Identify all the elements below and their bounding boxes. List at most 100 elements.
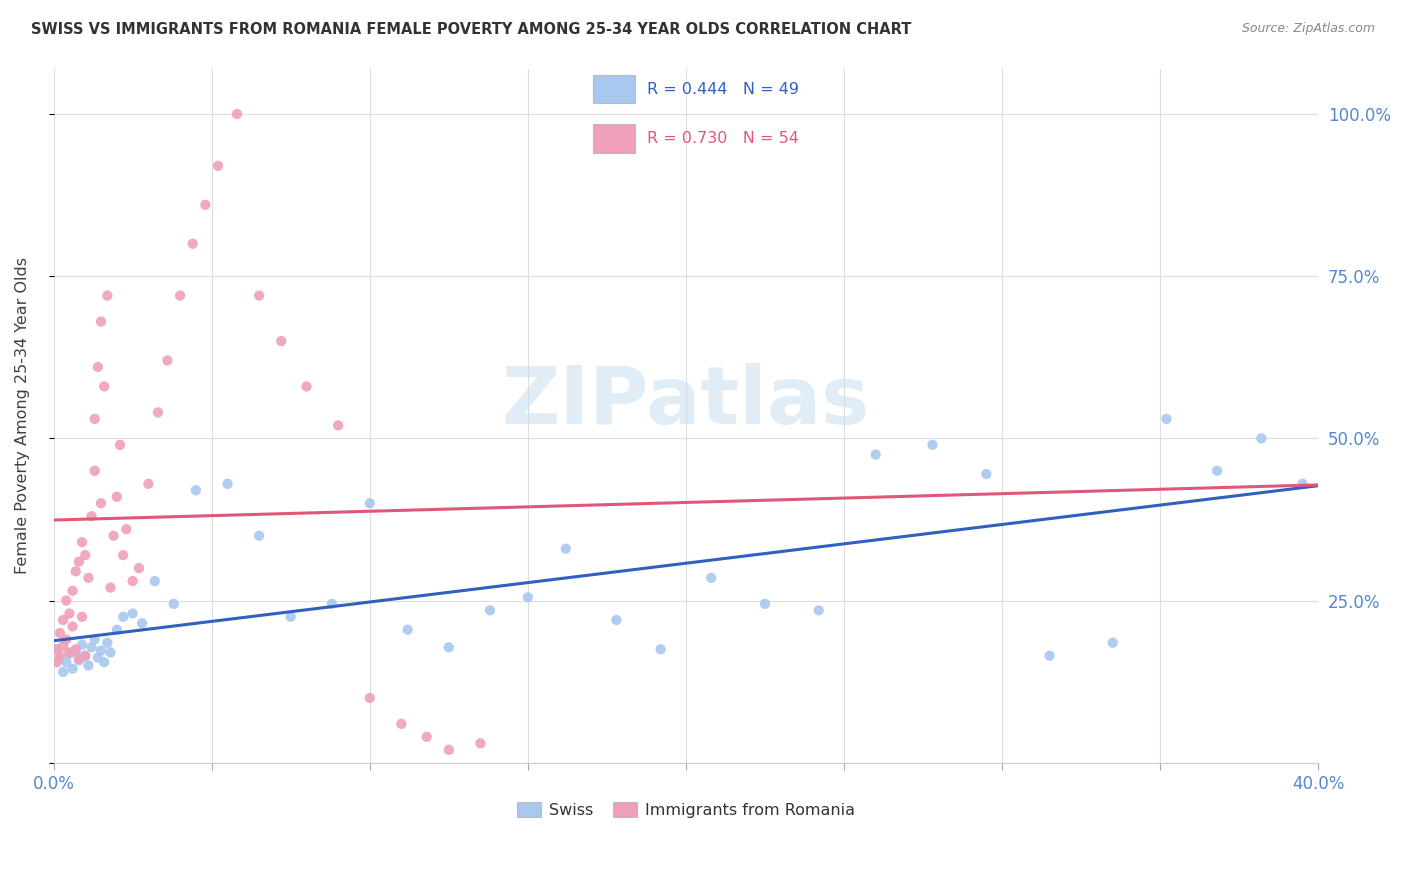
Bar [592, 75, 636, 103]
Point [96, 288, 118, 302]
Point [217, 476, 239, 491]
Point [67, 652, 90, 666]
Point [184, 483, 207, 498]
Point [516, 591, 538, 605]
Point [105, 490, 128, 504]
Point [478, 603, 501, 617]
Point [52, 613, 75, 627]
Point [112, 609, 135, 624]
Bar [592, 124, 636, 153]
Point [194, 198, 217, 212]
Y-axis label: Female Poverty Among 25-34 Year Olds: Female Poverty Among 25-34 Year Olds [15, 257, 30, 574]
Point [93, 379, 115, 393]
Point [100, 581, 122, 595]
Point [52, 665, 75, 679]
Point [75, 648, 97, 663]
Point [83, 464, 105, 478]
Point [80, 640, 103, 655]
Point [70, 609, 93, 624]
Point [83, 412, 105, 426]
Point [138, 476, 160, 491]
Point [1291, 476, 1313, 491]
Text: Source: ZipAtlas.com: Source: ZipAtlas.com [1241, 22, 1375, 36]
Point [554, 541, 576, 556]
Point [80, 509, 103, 524]
Point [45, 642, 67, 657]
Point [650, 642, 672, 657]
Point [247, 288, 270, 302]
Point [62, 662, 84, 676]
Point [65, 565, 87, 579]
Text: R = 0.444   N = 49: R = 0.444 N = 49 [647, 81, 799, 96]
Point [1206, 464, 1229, 478]
Point [207, 159, 229, 173]
Point [321, 597, 343, 611]
Point [75, 648, 97, 663]
Point [70, 638, 93, 652]
Point [103, 529, 125, 543]
Text: SWISS VS IMMIGRANTS FROM ROMANIA FEMALE POVERTY AMONG 25-34 YEAR OLDS CORRELATIO: SWISS VS IMMIGRANTS FROM ROMANIA FEMALE … [31, 22, 911, 37]
Point [156, 353, 179, 368]
Point [87, 359, 110, 374]
Point [77, 571, 100, 585]
Point [605, 613, 627, 627]
Point [181, 236, 204, 251]
Text: ZIPatlas: ZIPatlas [502, 363, 870, 441]
Point [226, 107, 249, 121]
Point [55, 632, 77, 647]
Point [67, 653, 90, 667]
Point [359, 496, 381, 510]
Point [93, 655, 115, 669]
Point [169, 288, 191, 302]
Point [55, 655, 77, 669]
Point [90, 496, 112, 510]
Point [58, 607, 80, 621]
Point [415, 730, 437, 744]
Point [359, 690, 381, 705]
Point [295, 379, 318, 393]
Point [58, 645, 80, 659]
Point [280, 609, 302, 624]
Point [396, 623, 419, 637]
Point [83, 632, 105, 647]
Point [70, 535, 93, 549]
Legend: Swiss, Immigrants from Romania: Swiss, Immigrants from Romania [510, 796, 860, 824]
Point [389, 716, 412, 731]
Point [921, 438, 943, 452]
Point [1250, 431, 1272, 445]
Point [1038, 648, 1060, 663]
Point [49, 648, 72, 663]
Point [45, 655, 67, 669]
Point [115, 522, 138, 536]
Point [112, 548, 135, 562]
Point [1156, 412, 1178, 426]
Point [96, 636, 118, 650]
Point [807, 603, 830, 617]
Point [470, 736, 492, 750]
Point [121, 574, 143, 588]
Point [62, 619, 84, 633]
Point [247, 529, 270, 543]
Point [163, 597, 186, 611]
Point [146, 405, 169, 419]
Point [328, 418, 350, 433]
Point [754, 597, 776, 611]
Point [143, 574, 166, 588]
Point [90, 315, 112, 329]
Point [65, 642, 87, 657]
Point [131, 616, 153, 631]
Point [121, 607, 143, 621]
Text: R = 0.730   N = 54: R = 0.730 N = 54 [647, 131, 799, 146]
Point [437, 743, 460, 757]
Point [75, 548, 97, 562]
Point [62, 583, 84, 598]
Point [90, 643, 112, 657]
Point [45, 642, 67, 657]
Point [108, 438, 131, 452]
Point [270, 334, 292, 348]
Point [1101, 636, 1123, 650]
Point [700, 571, 723, 585]
Point [437, 640, 460, 655]
Point [55, 593, 77, 607]
Point [58, 647, 80, 661]
